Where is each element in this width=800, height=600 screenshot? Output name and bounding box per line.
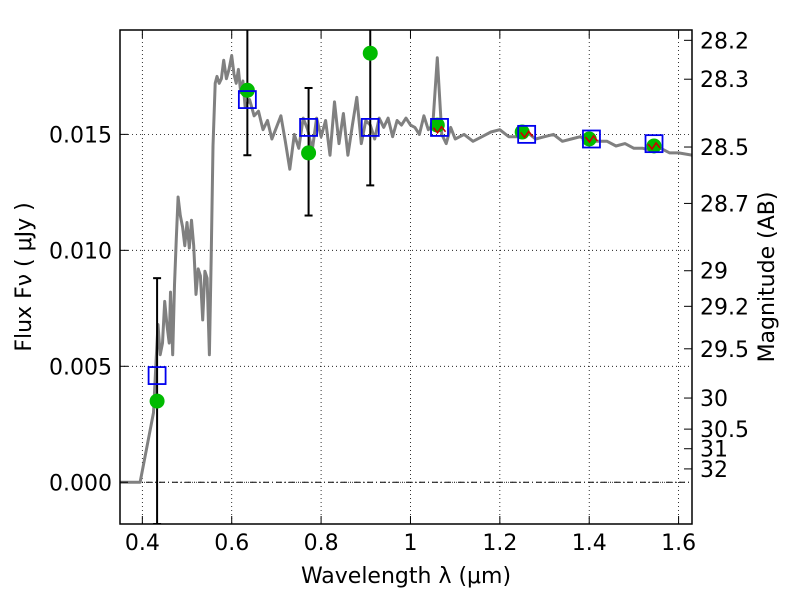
x-tick-label: 1 [403, 531, 417, 556]
right-magnitude-label: 29.2 [700, 295, 749, 320]
y-axis-label-left-text: Flux Fν ( μJy ) [12, 202, 37, 351]
axis-ticks [120, 30, 692, 524]
right-magnitude-label: 28.2 [700, 29, 749, 54]
y-axis-label-right: Magnitude (AB) [755, 192, 780, 363]
y-tick-label: 0.010 [49, 239, 112, 264]
plot-content [120, 30, 692, 524]
right-magnitude-label: 28.7 [700, 192, 749, 217]
model-red-segment [520, 130, 534, 139]
tick-labels: 0.4 0.6 0.8 1 1.2 1.4 1.6 0.000 0.005 0.010 0.015 2… [49, 29, 749, 556]
right-magnitude-label: 30 [700, 387, 728, 412]
observed-point [149, 393, 165, 409]
right-magnitude-label: 29.5 [700, 338, 749, 363]
plot-frame [119, 29, 693, 525]
model-square [517, 124, 537, 144]
model-red-segment [584, 134, 599, 144]
y-tick-label: 0.000 [49, 471, 112, 496]
model-square [644, 134, 664, 154]
x-tick-label: 0.4 [125, 531, 160, 556]
right-magnitude-label: 31 [700, 438, 728, 463]
observed-point [301, 145, 317, 161]
observed-point-nir [581, 131, 597, 147]
model-square [147, 366, 167, 385]
x-tick-label: 0.8 [304, 531, 339, 556]
model-square [582, 129, 601, 149]
right-magnitude-label: 32 [700, 458, 728, 483]
model-square [299, 118, 318, 137]
observed-point [362, 45, 378, 61]
y-tick-label: 0.005 [49, 355, 112, 380]
right-magnitude-label: 28.5 [700, 136, 749, 161]
model-square [237, 90, 257, 109]
model-square [360, 118, 380, 137]
model-red-segment [647, 141, 661, 151]
x-tick-label: 1.4 [572, 531, 607, 556]
plot-area [120, 30, 692, 524]
y-axis-label-left: Flux Fν ( μJy ) [12, 202, 37, 351]
model-red-segment [432, 125, 447, 135]
model-square [430, 118, 449, 137]
observed-point-nir [429, 117, 445, 133]
x-tick-label: 0.6 [214, 531, 249, 556]
sed-template-line [120, 54, 692, 484]
x-tick-label: 1.6 [661, 531, 696, 556]
right-magnitude-label: 30.5 [700, 418, 749, 443]
x-axis-label: Wavelength λ (μm) [301, 564, 511, 589]
right-magnitude-label: 28.3 [700, 68, 749, 93]
y-axis-label-right-text: Magnitude (AB) [755, 192, 780, 363]
x-axis-label-text: Wavelength λ (μm) [301, 564, 511, 589]
y-tick-label: 0.015 [49, 123, 112, 148]
grid-lines [120, 30, 692, 524]
right-magnitude-label: 29 [700, 260, 728, 285]
x-tick-label: 1.2 [482, 531, 517, 556]
